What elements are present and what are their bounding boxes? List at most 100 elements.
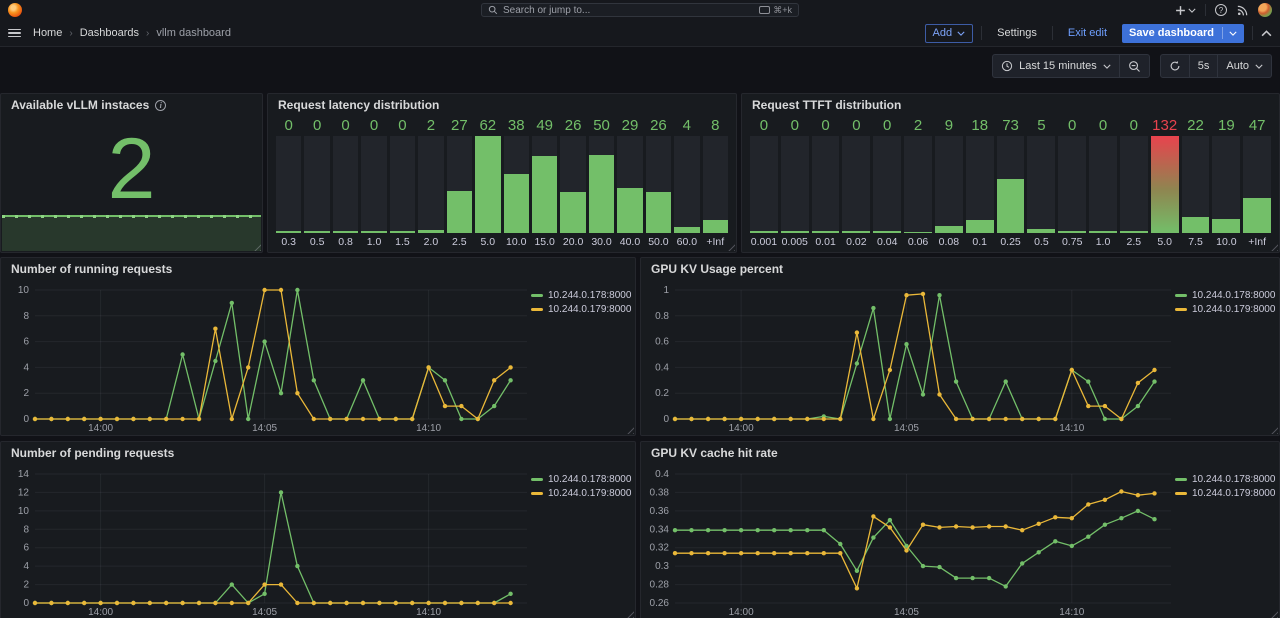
legend-swatch [531,492,543,495]
bar-fill [447,191,472,233]
bar-track [276,136,301,233]
bar-fill [1120,231,1148,233]
bar-track [873,136,901,233]
auto-refresh-picker[interactable]: Auto [1217,55,1271,77]
bar-category-label: 0.5 [1027,235,1055,249]
chevron-down-icon [1255,64,1263,69]
bar-value: 9 [935,116,963,135]
legend-item[interactable]: 10.244.0.179:8000 [1175,304,1273,315]
legend-item[interactable]: 10.244.0.178:8000 [1175,290,1273,301]
bar-category-label: +Inf [1243,235,1271,249]
bar-value: 50 [589,116,614,135]
panel-title[interactable]: Number of running requests [1,258,635,280]
bar-value: 0 [1089,116,1117,135]
svg-text:14:05: 14:05 [894,423,919,434]
bar-fill [333,231,358,233]
refresh-button[interactable] [1161,55,1189,77]
panel-request-latency: Request latency distribution 00.300.500.… [267,93,737,253]
bar-track [1027,136,1055,233]
bar-gauge-cell: 47+Inf [1243,116,1271,249]
bar-fill [1151,136,1179,233]
bar-category-label: 1.0 [1089,235,1117,249]
search-input[interactable]: Search or jump to... ⌘+k [481,3,799,17]
new-item-button[interactable] [1175,5,1196,16]
panel-title[interactable]: Request latency distribution [268,94,736,116]
bar-track [1120,136,1148,233]
panel-request-ttft: Request TTFT distribution 00.00100.00500… [741,93,1280,253]
bar-fill [560,192,585,233]
bar-category-label: +Inf [703,235,728,249]
panel-title[interactable]: Available vLLM instaces i [1,94,262,116]
search-shortcut: ⌘+k [773,5,792,16]
bar-fill [1089,231,1117,233]
legend-item[interactable]: 10.244.0.178:8000 [1175,474,1273,485]
svg-text:8: 8 [23,524,29,535]
bar-track [1182,136,1210,233]
svg-text:0.4: 0.4 [655,362,669,373]
bar-gauge-cell: 4915.0 [532,116,557,249]
svg-text:14:00: 14:00 [88,423,113,434]
legend-item[interactable]: 10.244.0.179:8000 [531,304,629,315]
breadcrumb-dashboards[interactable]: Dashboards [80,27,139,39]
bar-gauge-cell: 2620.0 [560,116,585,249]
bar-category-label: 0.8 [333,235,358,249]
legend: 10.244.0.178:8000 10.244.0.179:8000 [531,464,635,618]
bar-fill [703,220,728,233]
legend-item[interactable]: 10.244.0.178:8000 [531,290,629,301]
bar-value: 0 [361,116,386,135]
menu-icon[interactable] [8,29,21,38]
legend-item[interactable]: 10.244.0.178:8000 [531,474,629,485]
panel-title[interactable]: GPU KV cache hit rate [641,442,1279,464]
svg-text:0.2: 0.2 [655,388,669,399]
pending-requests-plot[interactable]: 0246810121414:0014:0514:10 [1,464,531,618]
kv-usage-plot[interactable]: 00.20.40.60.8114:0014:0514:10 [641,280,1175,435]
bar-value: 0 [333,116,358,135]
bar-value: 0 [842,116,870,135]
chevron-up-icon[interactable] [1261,30,1272,37]
legend-item[interactable]: 10.244.0.179:8000 [531,488,629,499]
zoom-out-button[interactable] [1119,55,1149,77]
bar-value: 5 [1027,116,1055,135]
running-requests-plot[interactable]: 024681014:0014:0514:10 [1,280,531,435]
bar-value: 0 [304,116,329,135]
svg-text:10: 10 [18,506,30,517]
bar-value: 49 [532,116,557,135]
legend-item[interactable]: 10.244.0.179:8000 [1175,488,1273,499]
bar-track [966,136,994,233]
grafana-logo-icon[interactable] [8,3,22,17]
svg-text:1: 1 [663,285,669,296]
bar-value: 132 [1151,116,1179,135]
svg-text:14: 14 [18,469,30,480]
bar-track [447,136,472,233]
bar-value: 2 [418,116,443,135]
help-icon[interactable]: ? [1215,4,1227,16]
breadcrumb-home[interactable]: Home [33,27,62,39]
bar-fill [361,231,386,233]
bar-category-label: 20.0 [560,235,585,249]
bar-gauge-cell: 00.75 [1058,116,1086,249]
bar-category-label: 0.5 [304,235,329,249]
bar-fill [276,231,301,233]
panel-title[interactable]: GPU KV Usage percent [641,258,1279,280]
add-button[interactable]: Add [925,24,974,43]
bar-category-label: 0.06 [904,235,932,249]
time-range-picker[interactable]: Last 15 minutes [993,55,1119,77]
bar-gauge-cell: 01.0 [361,116,386,249]
svg-text:0.3: 0.3 [655,561,669,572]
bar-category-label: 5.0 [475,235,500,249]
panel-title[interactable]: Number of pending requests [1,442,635,464]
kv-hit-rate-plot[interactable]: 0.260.280.30.320.340.360.380.414:0014:05… [641,464,1175,618]
svg-text:2: 2 [23,580,29,591]
bar-category-label: 1.0 [361,235,386,249]
bar-fill [532,156,557,233]
exit-edit-button[interactable]: Exit edit [1061,24,1114,43]
settings-button[interactable]: Settings [990,24,1044,43]
refresh-interval-label[interactable]: 5s [1189,55,1218,77]
news-rss-icon[interactable] [1236,4,1249,17]
panel-title[interactable]: Request TTFT distribution [742,94,1279,116]
bar-fill [475,136,500,233]
save-dashboard-button[interactable]: Save dashboard [1122,24,1244,43]
user-avatar[interactable] [1258,3,1272,17]
info-icon[interactable]: i [155,100,166,111]
svg-text:6: 6 [23,543,29,554]
